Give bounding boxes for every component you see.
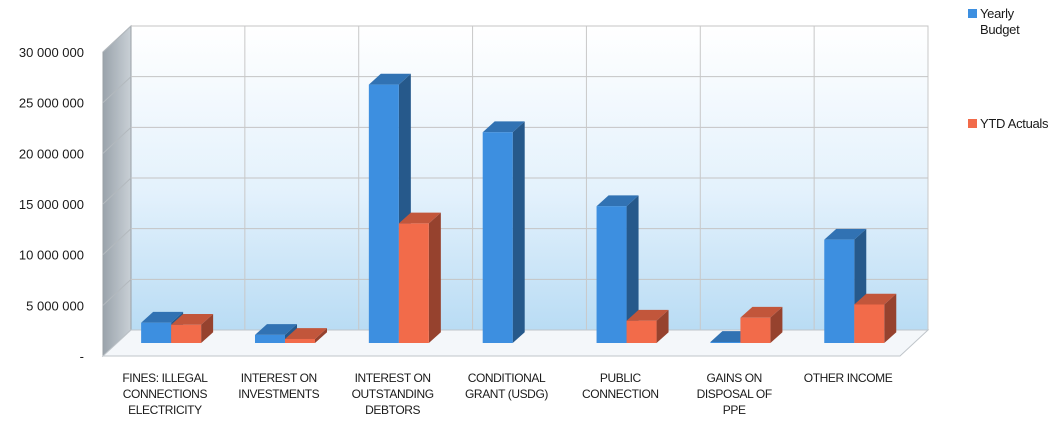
legend-entry: YTD Actuals: [968, 116, 1048, 131]
y-tick-label: 30 000 000: [19, 45, 84, 60]
y-tick-label: 25 000 000: [19, 96, 84, 111]
y-tick-label: 10 000 000: [19, 248, 84, 263]
category-label-line: INTEREST ON: [241, 371, 317, 385]
gridlines: [102, 25, 928, 330]
category-label-line: PUBLIC: [600, 371, 642, 385]
category-label-line: INVESTMENTS: [238, 387, 319, 401]
x-axis-categories: FINES: ILLEGAL CONNECTIONS ELECTRICITY INTE…: [122, 371, 893, 417]
category-label-line: GRANT (USDG): [465, 387, 548, 401]
y-tick-label: 20 000 000: [19, 146, 84, 161]
category-label: CONDITIONAL GRANT (USDG): [465, 371, 548, 401]
bar: [171, 313, 214, 343]
category-label-line: CONNECTIONS: [123, 387, 208, 401]
bar: [368, 73, 411, 344]
legend-swatch: [968, 119, 977, 128]
bar: [626, 309, 669, 343]
y-axis-ticks: - 5 000 000 10 000 000 15 000 000 20 000 000…: [19, 45, 84, 364]
category-label-line: OUTSTANDING: [352, 387, 434, 401]
legend-label: Yearly: [980, 6, 1015, 21]
category-label-line: FINES: ILLEGAL: [122, 371, 208, 385]
category-label: INTEREST ON OUTSTANDING DEBTORS: [352, 371, 434, 417]
category-label: PUBLIC CONNECTION: [582, 371, 659, 401]
category-label: INTEREST ON INVESTMENTS: [238, 371, 319, 401]
category-label-line: CONDITIONAL: [468, 371, 546, 385]
category-label-line: DISPOSAL OF: [697, 387, 772, 401]
bar: [482, 121, 525, 343]
category-label-line: DEBTORS: [365, 403, 420, 417]
y-tick-label: 15 000 000: [19, 197, 84, 212]
y-tick-label: 5 000 000: [26, 298, 84, 313]
category-label-line: INTEREST ON: [355, 371, 431, 385]
bars: [141, 73, 897, 344]
legend-swatch: [968, 9, 977, 18]
category-label-line: ELECTRICITY: [128, 403, 202, 417]
bar: [596, 195, 639, 343]
bar: [398, 212, 441, 343]
legend-label: Budget: [980, 22, 1020, 37]
y-tick-label: -: [80, 349, 84, 364]
category-label: OTHER INCOME: [804, 371, 893, 385]
bar: [284, 328, 327, 343]
bar: [854, 293, 897, 343]
bar: [740, 306, 783, 343]
legend-label: YTD Actuals: [980, 116, 1048, 131]
category-label-line: CONNECTION: [582, 387, 659, 401]
category-label-line: OTHER INCOME: [804, 371, 893, 385]
category-label: FINES: ILLEGAL CONNECTIONS ELECTRICITY: [122, 371, 208, 417]
category-label-line: PPE: [723, 403, 746, 417]
category-label-line: GAINS ON: [706, 371, 761, 385]
category-label: GAINS ON DISPOSAL OF PPE: [697, 371, 772, 417]
